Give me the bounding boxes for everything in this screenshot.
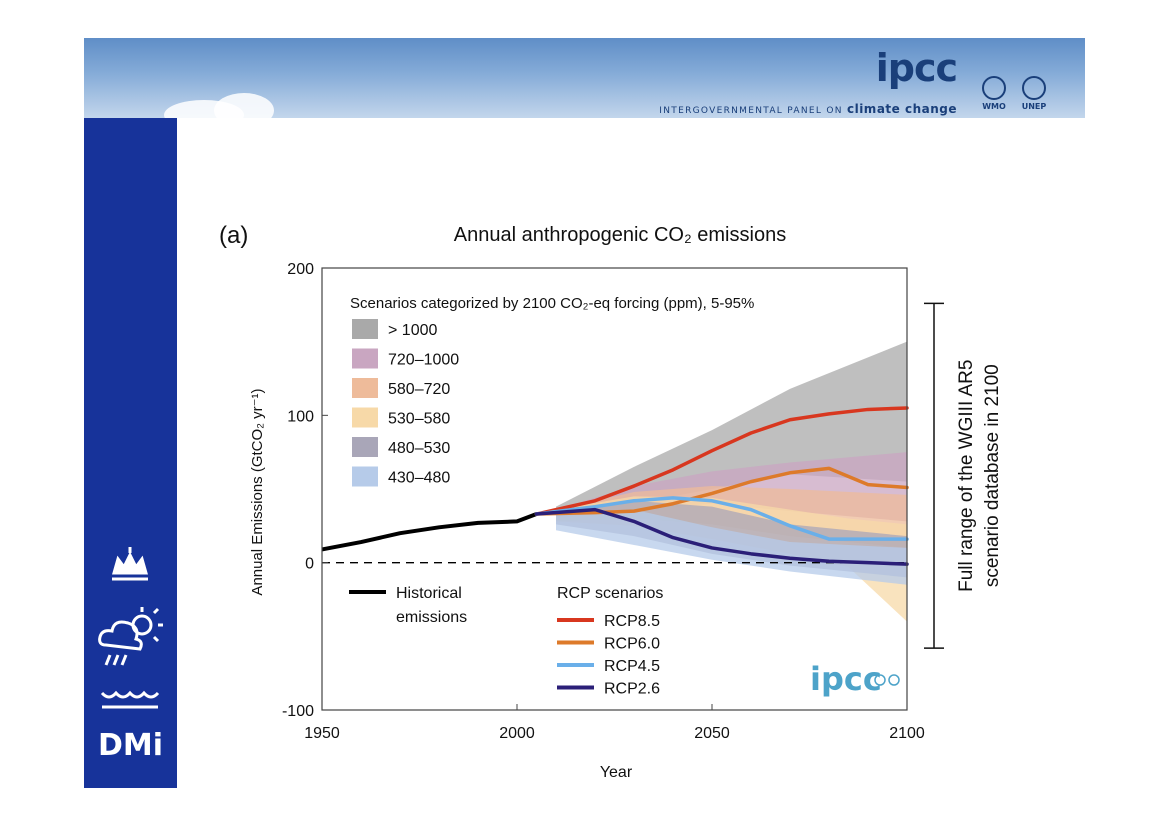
unep-logo: UNEP	[1017, 76, 1051, 111]
series-lines	[321, 406, 909, 566]
y-axis-label: Annual Emissions (GtCO₂ yr⁻¹)	[249, 388, 266, 595]
wmo-logo: WMO	[977, 76, 1011, 111]
legend-label: 480–530	[388, 440, 450, 457]
legend-swatch-3	[352, 407, 378, 428]
chart-title: Annual anthropogenic CO₂ emissions	[454, 224, 786, 246]
legend-swatch-1	[352, 348, 378, 369]
watermark-wmo-icon	[874, 674, 886, 686]
legend-swatch-4	[352, 437, 378, 457]
x-tick-label: 1950	[304, 725, 340, 742]
legend-swatch-5	[352, 466, 378, 487]
legend-label: 430–480	[388, 470, 450, 487]
legend-rcp-title: RCP scenarios	[557, 585, 663, 602]
dmi-emblem	[98, 547, 163, 709]
legend-rcp-label: RCP8.5	[604, 613, 660, 630]
rcp-line-rcp8-5	[534, 406, 909, 516]
y-tick-label: 100	[287, 408, 314, 425]
legend-label: 530–580	[388, 411, 450, 428]
annotation-text: scenario database in 2100	[982, 364, 1003, 587]
legend-rcp-label: RCP2.6	[604, 681, 660, 698]
historical-emissions-line	[321, 512, 538, 552]
axis-ticks: 1950 2000 2050 2100 -100 0 100 200	[282, 261, 925, 742]
x-axis-label: Year	[600, 764, 633, 781]
legend-swatch-0	[352, 319, 378, 339]
cloud-decoration	[214, 93, 274, 118]
y-tick-label: -100	[282, 703, 314, 720]
tagline-prefix: INTERGOVERNMENTAL PANEL ON	[659, 106, 843, 116]
legend-swatch-2	[352, 378, 378, 398]
wmo-emblem-icon	[982, 76, 1006, 100]
crown-icon	[112, 547, 148, 581]
ipcc-logo: ipcc	[875, 46, 958, 90]
y-tick-label: 200	[287, 261, 314, 278]
legend-label: 720–1000	[388, 352, 459, 369]
unep-label: UNEP	[1021, 102, 1047, 111]
unep-emblem-icon	[1022, 76, 1046, 100]
dmi-logo-text: DMi	[97, 728, 164, 763]
ipcc-banner: ipcc INTERGOVERNMENTAL PANEL ON climate …	[84, 38, 1085, 118]
y-tick-label: 0	[305, 556, 314, 573]
scenario-ranges	[556, 341, 907, 622]
legend-rcp-label: RCP4.5	[604, 658, 660, 675]
legend-historical-label: Historical emissions	[396, 585, 467, 626]
range-annotation: Full range of the WGIII AR5 scenario data…	[924, 302, 1003, 649]
ipcc-tagline: INTERGOVERNMENTAL PANEL ON climate chang…	[659, 102, 957, 116]
x-tick-label: 2100	[889, 725, 925, 742]
panel-label: (a)	[219, 222, 248, 249]
rcp-line-rcp6-0	[534, 466, 909, 516]
legend-label: > 1000	[388, 322, 437, 339]
legend-title: Scenarios categorized by 2100 CO₂-eq for…	[350, 295, 754, 312]
tagline-emphasis: climate change	[846, 102, 957, 116]
x-tick-label: 2000	[499, 725, 535, 742]
waves-icon	[100, 690, 160, 709]
plot-frame	[321, 267, 908, 711]
legend-label: 580–720	[388, 381, 450, 398]
dmi-sidebar: DMi	[84, 118, 177, 788]
ipcc-watermark: ipcc	[810, 660, 882, 698]
range-band-5	[556, 509, 907, 585]
watermark-unep-icon	[888, 674, 900, 686]
rcp-line-rcp4-5	[534, 496, 909, 541]
legend-rcp-label: RCP6.0	[604, 636, 660, 653]
weather-icon	[98, 607, 163, 666]
legend: Scenarios categorized by 2100 CO₂-eq for…	[349, 295, 900, 698]
rcp-line-rcp2-6	[534, 507, 909, 566]
annotation-text: Full range of the WGIII AR5	[956, 360, 977, 592]
x-tick-label: 2050	[694, 725, 730, 742]
wmo-label: WMO	[982, 102, 1006, 111]
